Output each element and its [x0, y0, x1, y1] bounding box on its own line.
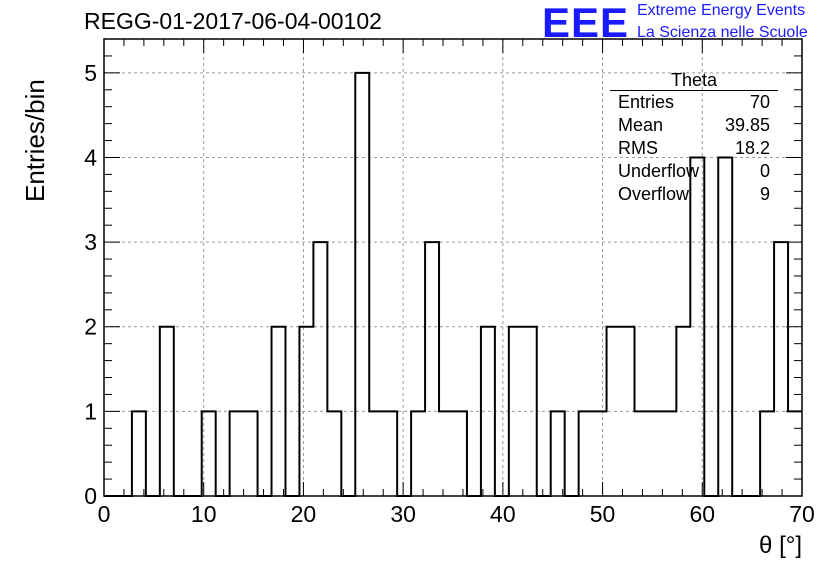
histogram-bin	[313, 242, 327, 496]
stats-row-underflow: Underflow 0	[610, 160, 778, 183]
x-tick-label: 0	[98, 501, 111, 527]
histogram-bin	[788, 411, 802, 496]
histogram-bin	[453, 411, 467, 496]
y-tick-label: 1	[84, 398, 97, 424]
stats-value: 39.85	[724, 115, 770, 135]
stats-value: 9	[759, 184, 770, 204]
y-tick-label: 4	[84, 144, 97, 170]
logo-line-2: La Scienza nelle Scuole	[637, 24, 808, 41]
x-tick-label: 50	[590, 501, 616, 527]
histogram-bin	[299, 327, 313, 496]
x-tick-label: 70	[789, 501, 815, 527]
histogram-bin	[230, 411, 244, 496]
stats-box: Theta Entries 70 Mean 39.85 RMS 18.2 Und…	[610, 70, 778, 206]
histogram-bin	[774, 242, 788, 496]
histogram-bin	[634, 411, 648, 496]
x-tick-label: 40	[490, 501, 516, 527]
logo-line-1: Extreme Energy Events	[637, 2, 806, 19]
histogram-bin	[593, 411, 607, 496]
stats-title: Theta	[610, 70, 778, 91]
histogram-bin	[411, 411, 425, 496]
histogram-bin	[648, 411, 662, 496]
stats-value: 0	[759, 161, 770, 181]
histogram-bin	[760, 411, 774, 496]
x-tick-label: 10	[191, 501, 217, 527]
histogram-bin	[355, 73, 369, 496]
histogram-bin	[425, 242, 439, 496]
histogram-bin	[369, 411, 383, 496]
y-tick-label: 3	[84, 229, 97, 255]
stats-row-entries: Entries 70	[610, 91, 778, 114]
stats-row-mean: Mean 39.85	[610, 114, 778, 137]
histogram-bin	[132, 411, 146, 496]
histogram-bin	[662, 411, 676, 496]
stats-label: Mean	[618, 115, 664, 135]
histogram-bin	[327, 411, 341, 496]
stats-label: Underflow	[618, 161, 700, 181]
y-tick-label: 0	[84, 483, 97, 509]
stats-row-overflow: Overflow 9	[610, 183, 778, 206]
x-tick-label: 30	[390, 501, 416, 527]
plot-frame	[103, 38, 803, 497]
y-tick-label: 2	[84, 314, 97, 340]
eee-logo: EEE	[542, 0, 630, 46]
x-tick-label: 20	[291, 501, 317, 527]
histogram-bin	[579, 411, 593, 496]
x-tick-label: 60	[689, 501, 715, 527]
histogram-bin	[244, 411, 258, 496]
stats-label: Entries	[618, 92, 675, 112]
y-tick-label: 5	[84, 60, 97, 86]
x-axis-label: θ [°]	[759, 532, 802, 559]
histogram-bin	[551, 411, 565, 496]
stats-value: 18.2	[734, 138, 770, 158]
chart-title: REGG-01-2017-06-04-00102	[84, 8, 382, 34]
stats-row-rms: RMS 18.2	[610, 137, 778, 160]
y-axis-label: Entries/bin	[20, 79, 50, 202]
stats-label: Overflow	[618, 184, 690, 204]
histogram-bin	[439, 411, 453, 496]
histogram-bin	[383, 411, 397, 496]
stats-value: 70	[749, 92, 770, 112]
stats-label: RMS	[618, 138, 658, 158]
